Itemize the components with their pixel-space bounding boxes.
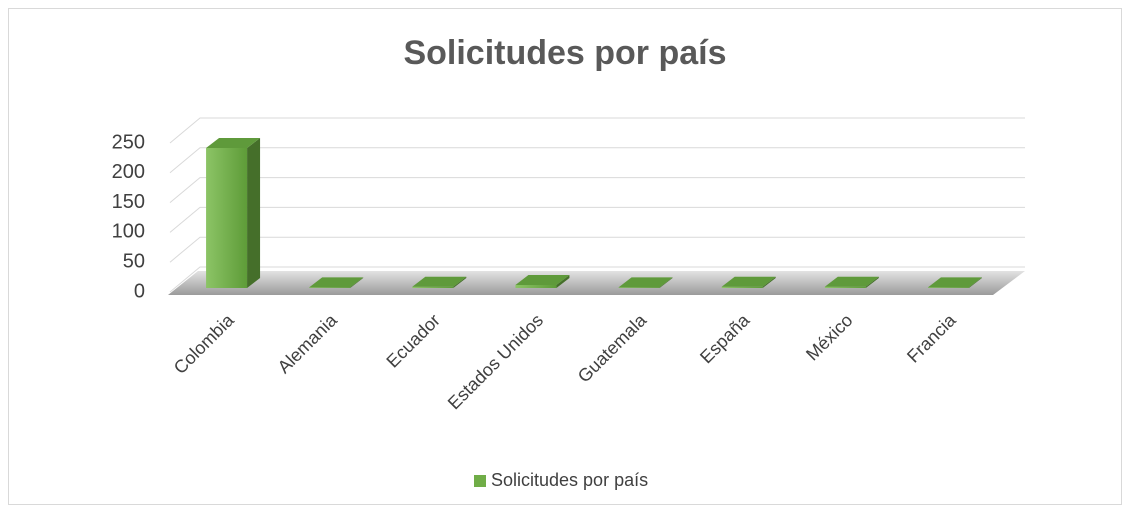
chart-title: Solicitudes por país — [403, 34, 726, 72]
bar-face — [412, 276, 467, 287]
bar-face — [556, 275, 570, 288]
bar-face — [247, 137, 261, 288]
y-tick-label: 100 — [112, 221, 145, 243]
bar-face — [865, 276, 879, 288]
floor — [168, 271, 1025, 295]
bar-face — [412, 286, 454, 288]
bar — [412, 276, 467, 288]
bar-face — [824, 286, 866, 288]
grid-line — [169, 177, 1025, 203]
bar — [309, 277, 364, 288]
legend-label: Solicitudes por país — [491, 470, 648, 490]
bar-face — [968, 277, 982, 288]
y-tick-label: 250 — [112, 131, 145, 153]
bar-face — [515, 275, 570, 286]
y-tick-label: 0 — [134, 280, 145, 302]
y-tick-label: 200 — [112, 161, 145, 183]
bar — [824, 276, 879, 288]
bar — [927, 277, 982, 288]
bar-face — [309, 287, 351, 288]
bar — [515, 275, 570, 288]
bar-face — [721, 276, 776, 287]
grid-line — [169, 147, 1025, 174]
bar-face — [927, 287, 969, 288]
bar-face — [618, 277, 673, 288]
bar-face — [206, 147, 248, 288]
bar-face — [350, 277, 364, 288]
chart-border — [8, 8, 1122, 505]
y-tick-label: 50 — [123, 250, 145, 272]
bar-face — [659, 277, 673, 288]
bar-face — [762, 276, 776, 288]
bar-face — [453, 276, 467, 288]
bar-face — [824, 276, 879, 287]
bar-face — [206, 137, 261, 148]
grid-line — [169, 236, 1025, 263]
bar-face — [721, 286, 763, 288]
grid-line — [169, 266, 1025, 293]
bar-face — [309, 277, 364, 288]
bar — [618, 277, 673, 288]
y-tick-label: 150 — [112, 191, 145, 213]
legend-swatch — [474, 475, 486, 487]
bar — [721, 276, 776, 288]
grid-line — [169, 117, 1025, 144]
bar-face — [515, 285, 557, 288]
grid-line — [169, 206, 1025, 233]
bar — [206, 137, 261, 288]
bar-face — [927, 277, 982, 288]
bar-face — [618, 287, 660, 288]
